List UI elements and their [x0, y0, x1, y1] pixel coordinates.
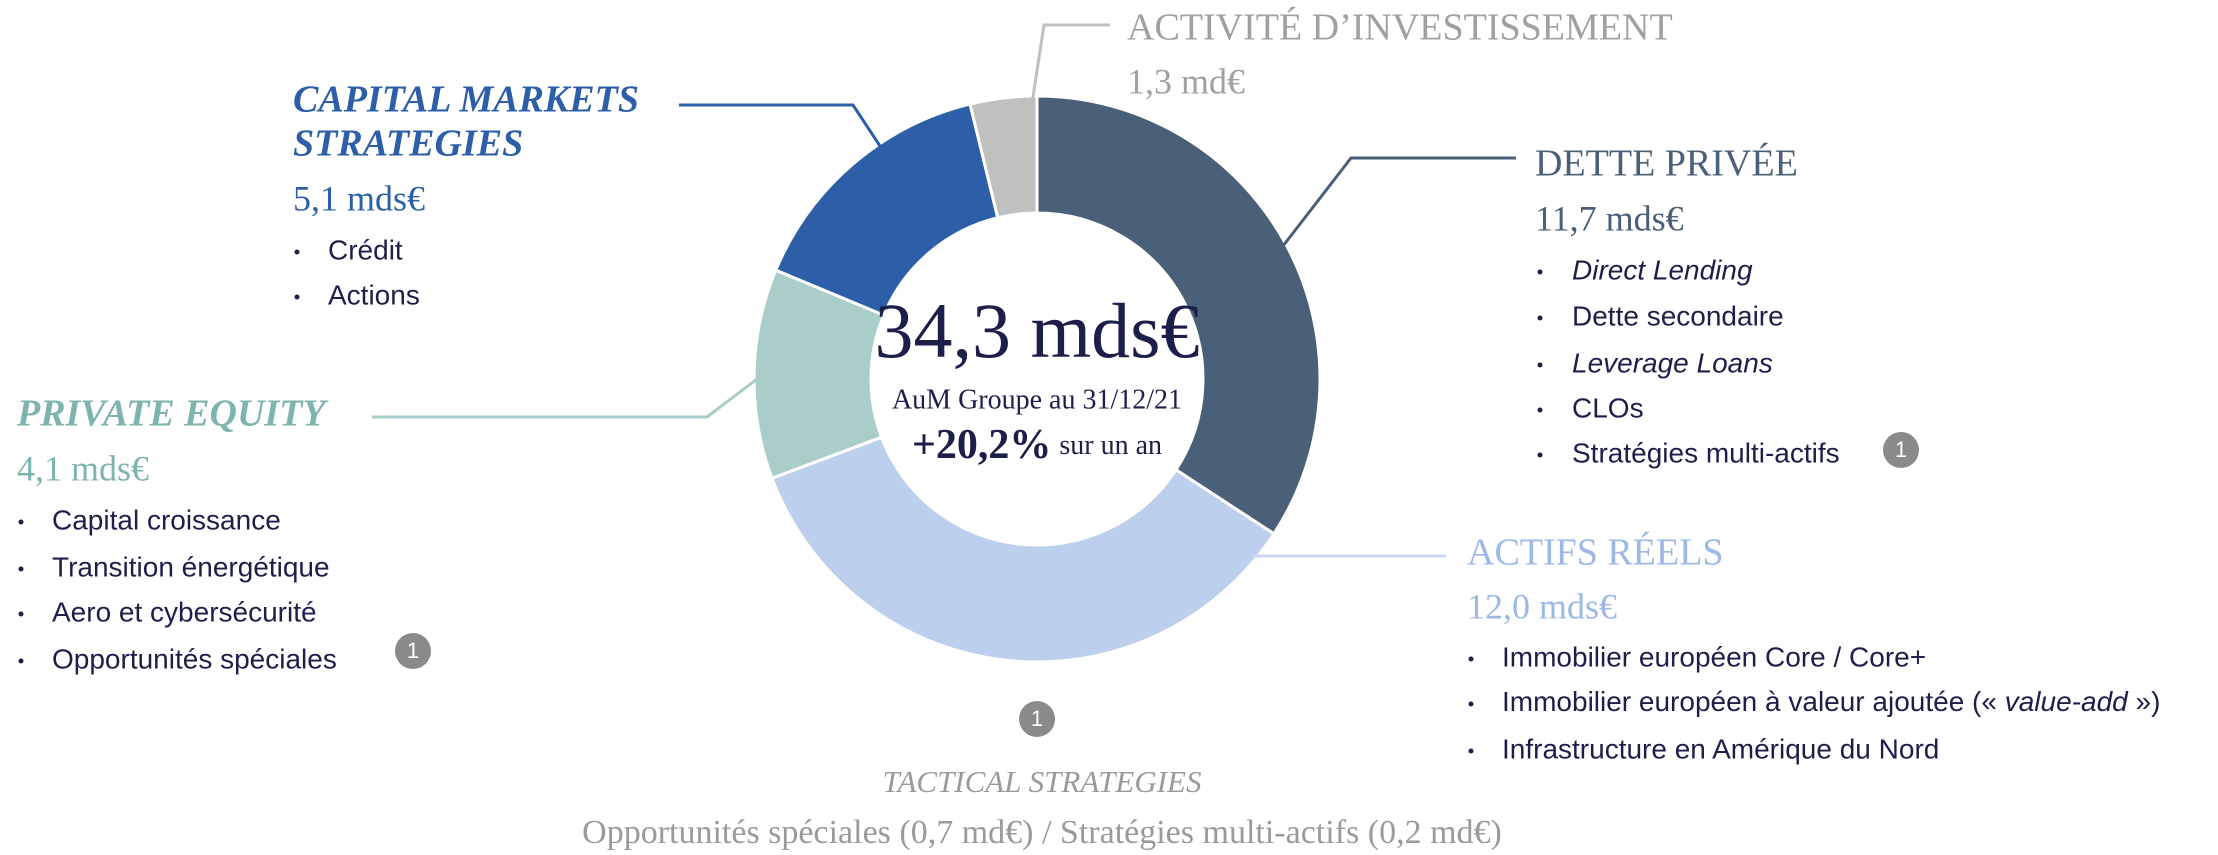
footnote-badge	[1019, 701, 1055, 737]
footnote-marker: 1	[407, 638, 419, 663]
bullet-text: Immobilier européen à valeur ajoutée (« …	[1502, 686, 2160, 717]
segment-title: CAPITAL MARKETS	[293, 79, 639, 121]
bullet-text: Immobilier européen Core / Core+	[1502, 641, 1926, 672]
bullet-text: Opportunités spéciales	[52, 643, 337, 674]
growth-caption: sur un an	[1059, 430, 1162, 461]
total-caption: AuM Groupe au 31/12/21	[892, 384, 1182, 415]
footnote-badge	[395, 633, 431, 669]
segment-value: 12,0 mds€	[1467, 586, 1617, 626]
bullet-dot	[1537, 407, 1543, 413]
segment-value: 5,1 mds€	[293, 178, 425, 218]
donut	[752, 94, 1322, 664]
footnote-marker: 1	[1895, 437, 1907, 462]
segment-title: PRIVATE EQUITY	[16, 393, 329, 435]
bullet-dot	[18, 611, 24, 617]
bullet-dot	[294, 249, 300, 255]
donut-segment	[773, 102, 1000, 318]
total: 34,3 mds€	[874, 287, 1199, 374]
leader-line	[372, 377, 758, 419]
donut-segment	[770, 435, 1276, 664]
bullet-dot	[18, 566, 24, 572]
leader-line	[1016, 23, 1110, 196]
bullet-dot	[1537, 315, 1543, 321]
bullet-text: Direct Lending	[1572, 254, 1753, 285]
segment-value: 11,7 mds€	[1535, 198, 1684, 238]
bullet-text: Dette secondaire	[1572, 300, 1784, 331]
bullet-dot	[18, 658, 24, 664]
bullet-dot	[18, 519, 24, 525]
bullet-dot	[1468, 748, 1474, 754]
bullet-text: Capital croissance	[52, 504, 281, 535]
donut-segment	[1035, 94, 1322, 536]
leader-line	[679, 103, 882, 147]
bullet-dot	[1468, 656, 1474, 662]
bullet-text: Infrastructure en Amérique du Nord	[1502, 733, 1939, 764]
footnote-badge	[1883, 432, 1919, 468]
leader-line	[1281, 156, 1516, 247]
bullet-text: Aero et cybersécurité	[52, 596, 317, 627]
segment-value: 4,1 mds€	[17, 448, 149, 488]
bullet-dot	[1468, 701, 1474, 707]
segment-title: DETTE PRIVÉE	[1535, 143, 1798, 185]
growth-line: +20,2% sur un an	[912, 422, 1162, 468]
bullet-text: CLOs	[1572, 392, 1644, 423]
bullet-text: Actions	[328, 279, 420, 310]
segment-title: ACTIFS RÉELS	[1467, 532, 1724, 574]
bullet-dot	[1537, 269, 1543, 275]
bullet-text: Transition énergétique	[52, 551, 330, 582]
bullet-dot	[1537, 362, 1543, 368]
center-label: 34,3 mds€ AuM Groupe au 31/12/21 +20,2% s…	[874, 287, 1199, 468]
segment-title: STRATEGIES	[293, 123, 523, 165]
bullet-part: value-add	[2005, 686, 2129, 717]
segment-value: 1,3 md€	[1127, 61, 1245, 101]
growth: +20,2%	[912, 422, 1051, 468]
bullet-text: Stratégies multi-actifs	[1572, 437, 1840, 468]
footnote-marker: 1	[1031, 706, 1043, 731]
note-text: Opportunités spéciales (0,7 md€) / Strat…	[582, 814, 1502, 851]
note-title: TACTICAL STRATEGIES	[883, 764, 1202, 799]
bullet-dot	[1537, 452, 1543, 458]
bullet-part: Immobilier européen à valeur ajoutée («	[1502, 686, 2005, 717]
bullet-part: »)	[2128, 686, 2161, 717]
bullet-text: Leverage Loans	[1572, 347, 1773, 378]
bullet-dot	[294, 294, 300, 300]
bullet-text: Crédit	[328, 234, 403, 265]
segment-title: ACTIVITÉ D’INVESTISSEMENT	[1127, 7, 1673, 49]
